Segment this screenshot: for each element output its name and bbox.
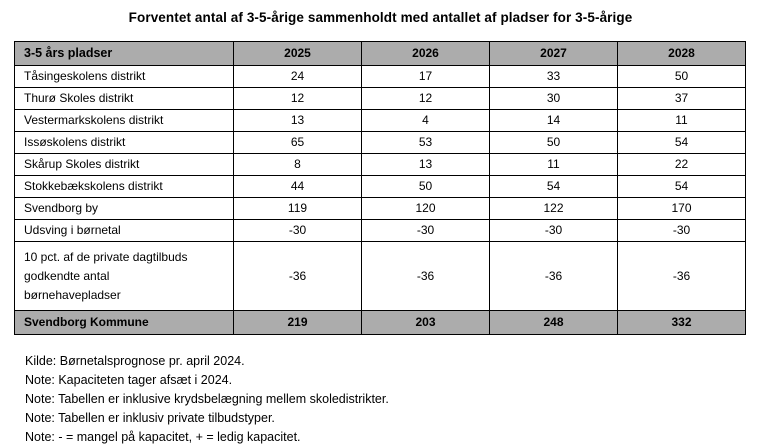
table-row: Skårup Skoles distrikt 8 13 11 22 [14,153,746,176]
table-row: Udsving i børnetal -30 -30 -30 -30 [14,219,746,242]
cell-value: 8 [233,153,362,176]
cell-value: 54 [617,131,746,154]
total-row-label: Svendborg Kommune [14,310,234,335]
cell-value: 14 [489,109,618,132]
cell-value: 54 [617,175,746,198]
cell-value: 12 [361,87,490,110]
cell-value: 24 [233,65,362,88]
total-cell-value: 219 [233,310,362,335]
total-cell-value: 203 [361,310,490,335]
cell-value: 12 [233,87,362,110]
document-page: Forventet antal af 3-5-årige sammenholdt… [14,10,746,444]
cell-value: 22 [617,153,746,176]
capacity-table: 3-5 års pladser 2025 2026 2027 2028 Tåsi… [14,41,746,335]
table-row: Thurø Skoles distrikt 12 12 30 37 [14,87,746,110]
row-label: Udsving i børnetal [14,219,234,242]
cell-value: 11 [489,153,618,176]
table-row: Issøskolens distrikt 65 53 50 54 [14,131,746,154]
row-label: Skårup Skoles distrikt [14,153,234,176]
table-row: 10 pct. af de private dagtilbuds godkend… [14,241,746,311]
row-label-line: 10 pct. af de private dagtilbuds [24,249,188,264]
row-label-line: godkendte antal [24,268,110,283]
footnote: Note: - = mangel på kapacitet, + = ledig… [25,430,301,444]
cell-value: 30 [489,87,618,110]
cell-value: 54 [489,175,618,198]
column-header: 2025 [233,41,362,66]
footnote: Note: Kapaciteten tager afsæt i 2024. [25,373,233,387]
column-header: 2027 [489,41,618,66]
row-label: Tåsingeskolens distrikt [14,65,234,88]
cell-value: 119 [233,197,362,220]
cell-value: 33 [489,65,618,88]
column-header: 3-5 års pladser [14,41,234,66]
table-header-row: 3-5 års pladser 2025 2026 2027 2028 [14,41,746,66]
footnote-source: Kilde: Børnetalsprognose pr. april 2024. [25,354,245,368]
cell-value: -30 [489,219,618,242]
footnote: Note: Tabellen er inklusive krydsbelægni… [25,392,389,406]
cell-value: 122 [489,197,618,220]
cell-value: 4 [361,109,490,132]
cell-value: 13 [233,109,362,132]
cell-value: 13 [361,153,490,176]
page-title: Forventet antal af 3-5-årige sammenholdt… [128,10,633,25]
footnote: Note: Tabellen er inklusiv private tilbu… [25,411,275,425]
total-cell-value: 332 [617,310,746,335]
cell-value: 44 [233,175,362,198]
cell-value: -36 [361,241,490,311]
cell-value: 170 [617,197,746,220]
cell-value: 65 [233,131,362,154]
cell-value: 53 [361,131,490,154]
cell-value: -36 [489,241,618,311]
row-label-line: børnehavepladser [24,287,121,302]
cell-value: 50 [489,131,618,154]
row-label: Vestermarkskolens distrikt [14,109,234,132]
cell-value: 11 [617,109,746,132]
table-total-row: Svendborg Kommune 219 203 248 332 [14,310,746,335]
cell-value: -30 [233,219,362,242]
table-row: Stokkebækskolens distrikt 44 50 54 54 [14,175,746,198]
row-label: Issøskolens distrikt [14,131,234,154]
cell-value: -30 [617,219,746,242]
row-label: 10 pct. af de private dagtilbuds godkend… [14,241,234,311]
footnotes: Kilde: Børnetalsprognose pr. april 2024.… [25,352,761,447]
row-label: Svendborg by [14,197,234,220]
cell-value: -30 [361,219,490,242]
cell-value: -36 [233,241,362,311]
cell-value: 50 [361,175,490,198]
row-label: Stokkebækskolens distrikt [14,175,234,198]
cell-value: -36 [617,241,746,311]
total-cell-value: 248 [489,310,618,335]
cell-value: 17 [361,65,490,88]
column-header: 2026 [361,41,490,66]
table-row: Svendborg by 119 120 122 170 [14,197,746,220]
table-row: Vestermarkskolens distrikt 13 4 14 11 [14,109,746,132]
row-label: Thurø Skoles distrikt [14,87,234,110]
table-row: Tåsingeskolens distrikt 24 17 33 50 [14,65,746,88]
cell-value: 37 [617,87,746,110]
column-header: 2028 [617,41,746,66]
cell-value: 120 [361,197,490,220]
cell-value: 50 [617,65,746,88]
